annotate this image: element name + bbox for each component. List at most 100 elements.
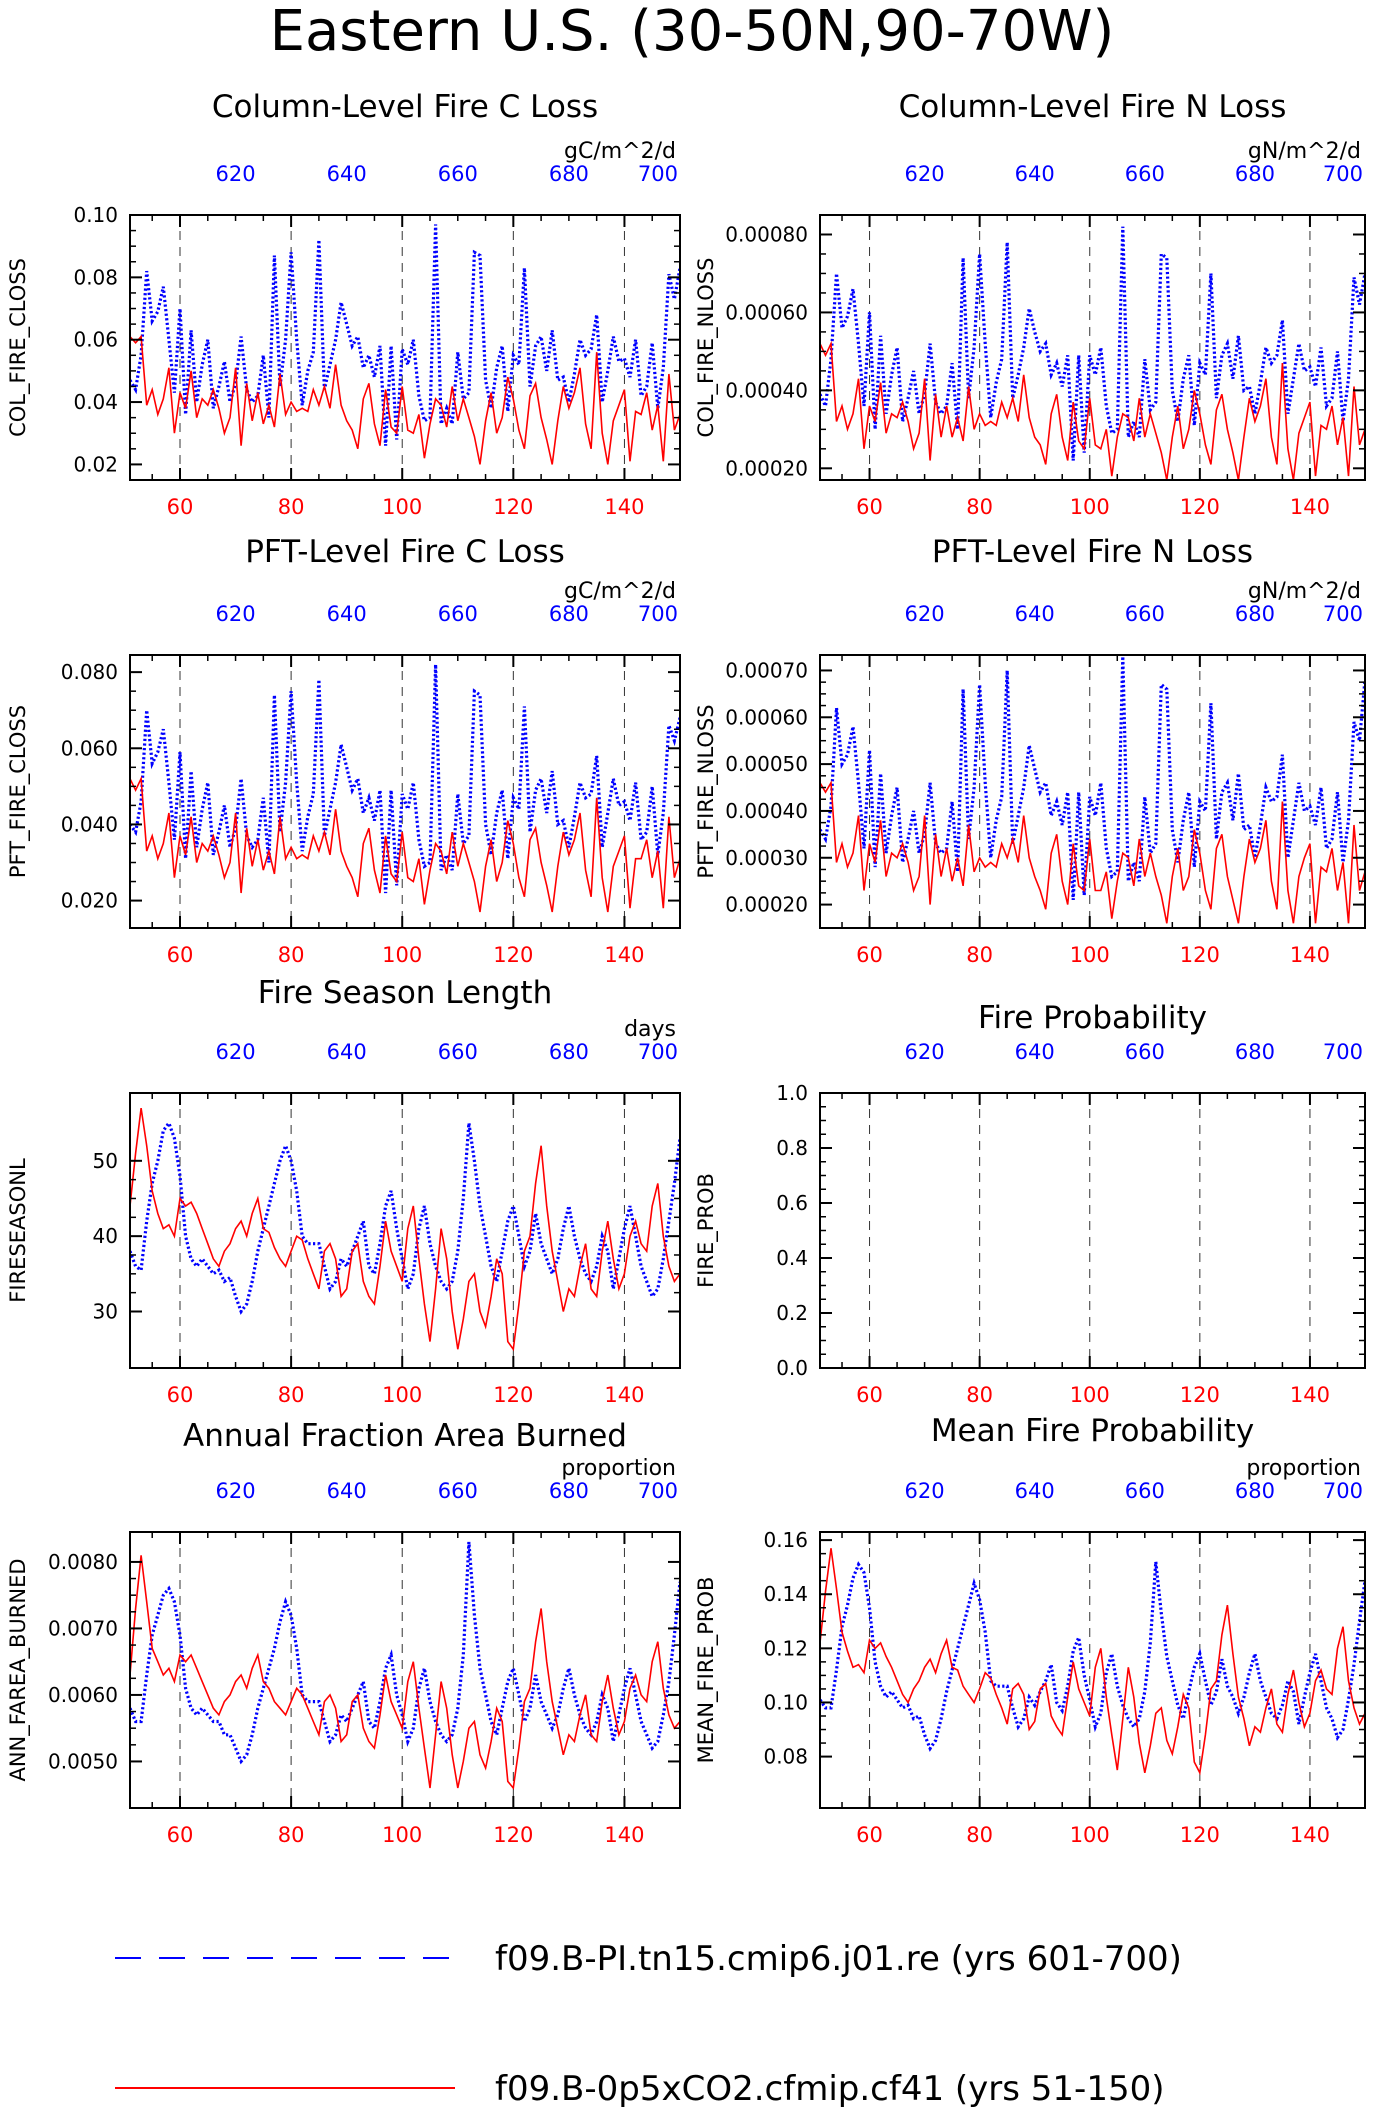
- y-tick-label: 0.060: [61, 736, 118, 760]
- plot-frame: [129, 1092, 681, 1369]
- units-label: gN/m^2/d: [1248, 139, 1361, 164]
- y-axis-label: FIRESEASONL: [6, 1158, 30, 1303]
- top-x-tick-label: 660: [1125, 1479, 1165, 1503]
- top-x-tick-label: 640: [1015, 1040, 1055, 1064]
- plot-frame: [819, 1092, 1366, 1369]
- y-tick-label: 50: [93, 1149, 118, 1173]
- chart-title: Fire Season Length: [258, 975, 552, 1011]
- chart-title: Column-Level Fire N Loss: [899, 89, 1287, 125]
- units-label: proportion: [561, 1456, 676, 1481]
- y-tick-label: 30: [93, 1299, 118, 1323]
- x-tick-label: 80: [278, 1383, 305, 1407]
- top-x-tick-label: 620: [905, 602, 945, 626]
- top-x-tick-label: 640: [327, 1040, 367, 1064]
- y-tick-label: 0.00040: [725, 799, 808, 823]
- x-tick-label: 120: [1180, 943, 1220, 967]
- x-tick-label: 80: [278, 1823, 305, 1847]
- plot-frame: [129, 214, 681, 481]
- y-tick-label: 0.00020: [725, 893, 808, 917]
- series-line-blue: [820, 1561, 1365, 1752]
- x-tick-label: 80: [966, 1823, 993, 1847]
- series-line-red: [130, 334, 680, 465]
- top-x-tick-label: 680: [549, 162, 589, 186]
- top-x-tick-label: 620: [216, 1479, 256, 1503]
- x-tick-label: 60: [856, 943, 883, 967]
- x-tick-label: 60: [856, 1823, 883, 1847]
- top-x-tick-label: 700: [1323, 1040, 1363, 1064]
- chart-panel: Column-Level Fire N Loss 60 80 100 120 140 620…: [694, 89, 1366, 519]
- y-tick-label: 0.00060: [725, 705, 808, 729]
- y-tick-label: 0.04: [73, 390, 118, 414]
- x-tick-label: 120: [493, 1823, 533, 1847]
- y-tick-label: 1.0: [776, 1081, 808, 1105]
- x-tick-label: 100: [382, 1383, 422, 1407]
- top-x-tick-label: 620: [905, 1040, 945, 1064]
- top-x-tick-label: 700: [638, 1040, 678, 1064]
- y-tick-label: 0.8: [776, 1136, 808, 1160]
- x-tick-label: 60: [167, 943, 194, 967]
- top-x-tick-label: 660: [1125, 1040, 1165, 1064]
- series-line-red: [820, 1548, 1365, 1776]
- y-axis-label: ANN_FAREA_BURNED: [6, 1558, 31, 1781]
- x-tick-label: 140: [604, 495, 644, 519]
- top-x-tick-label: 700: [638, 162, 678, 186]
- y-tick-label: 0.00080: [725, 222, 808, 246]
- chart-panel: Mean Fire Probability 60 80 100 120 140 620 640…: [694, 1413, 1366, 1847]
- top-x-tick-label: 620: [905, 162, 945, 186]
- x-tick-label: 100: [382, 943, 422, 967]
- plot-frame: [129, 1531, 681, 1809]
- chart-panel: PFT-Level Fire N Loss 60 80 100 120 140 620 640…: [694, 534, 1366, 967]
- units-label: days: [624, 1017, 676, 1042]
- top-x-tick-label: 700: [1323, 162, 1363, 186]
- chart-title: PFT-Level Fire N Loss: [932, 534, 1253, 570]
- units-label: gN/m^2/d: [1248, 579, 1361, 604]
- series-line-blue: [820, 656, 1365, 900]
- y-tick-label: 0.06: [73, 328, 118, 352]
- x-tick-label: 120: [493, 1383, 533, 1407]
- units-label: gC/m^2/d: [564, 139, 676, 164]
- x-tick-label: 80: [278, 495, 305, 519]
- x-tick-label: 60: [167, 495, 194, 519]
- top-x-tick-label: 640: [1015, 1479, 1055, 1503]
- plot-frame: [129, 654, 681, 929]
- x-tick-label: 100: [1070, 1823, 1110, 1847]
- y-tick-label: 0.0060: [48, 1683, 118, 1707]
- y-tick-label: 0.12: [763, 1636, 808, 1660]
- units-label: gC/m^2/d: [564, 579, 676, 604]
- y-tick-label: 0.0: [776, 1356, 808, 1380]
- x-tick-label: 60: [167, 1383, 194, 1407]
- y-axis-label: COL_FIRE_CLOSS: [6, 258, 31, 437]
- x-tick-label: 140: [1290, 495, 1330, 519]
- chart-title: Annual Fraction Area Burned: [183, 1418, 627, 1454]
- figure-title: Eastern U.S. (30-50N,90-70W): [270, 0, 1115, 64]
- y-tick-label: 0.0080: [48, 1550, 118, 1574]
- y-tick-label: 0.02: [73, 452, 118, 476]
- chart-panel: Column-Level Fire C Loss 60 80 100 120 140 620…: [6, 89, 681, 519]
- top-x-tick-label: 660: [438, 602, 478, 626]
- series-line-red: [130, 775, 680, 913]
- top-x-tick-label: 700: [638, 602, 678, 626]
- x-tick-label: 140: [1290, 1823, 1330, 1847]
- top-x-tick-label: 620: [216, 1040, 256, 1064]
- y-tick-label: 0.2: [776, 1301, 808, 1325]
- top-x-tick-label: 680: [549, 1479, 589, 1503]
- top-x-tick-label: 700: [1323, 1479, 1363, 1503]
- chart-panel: Fire Probability 60 80 100 120 140 620 640 660 68…: [694, 1000, 1366, 1407]
- legend-label-blue: f09.B-PI.tn15.cmip6.j01.re (yrs 601-700): [495, 1939, 1182, 1979]
- y-tick-label: 0.00070: [725, 658, 808, 682]
- top-x-tick-label: 640: [327, 602, 367, 626]
- y-tick-label: 0.00040: [725, 378, 808, 402]
- chart-panel: PFT-Level Fire C Loss 60 80 100 120 140 620 640…: [6, 534, 681, 967]
- plot-frame: [819, 654, 1366, 929]
- y-tick-label: 40: [93, 1224, 118, 1248]
- x-tick-label: 80: [966, 943, 993, 967]
- y-tick-label: 0.0070: [48, 1616, 118, 1640]
- series-line-blue: [820, 226, 1365, 461]
- y-tick-label: 0.08: [763, 1745, 808, 1769]
- series-line-blue: [130, 664, 680, 894]
- y-tick-label: 0.080: [61, 660, 118, 684]
- top-x-tick-label: 640: [327, 1479, 367, 1503]
- x-tick-label: 120: [1180, 1823, 1220, 1847]
- y-tick-label: 0.14: [763, 1582, 808, 1606]
